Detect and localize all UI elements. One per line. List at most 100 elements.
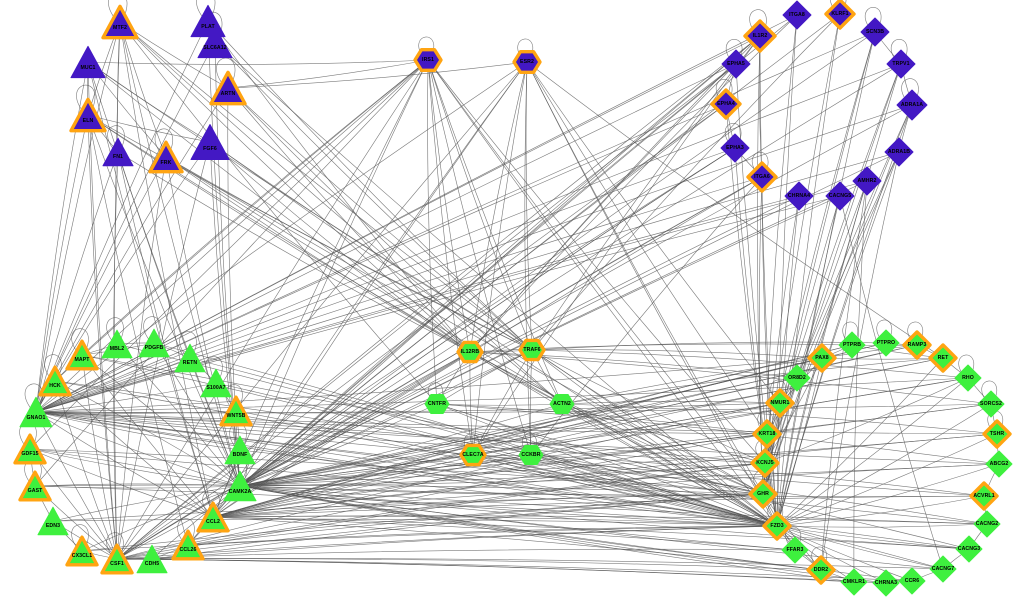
graph-edge	[469, 63, 737, 353]
graph-edge	[776, 525, 944, 570]
graph-self-loop	[842, 321, 858, 344]
graph-edge	[524, 61, 532, 456]
graph-edge	[212, 463, 1000, 518]
graph-edge	[531, 349, 969, 379]
graph-edge	[35, 87, 229, 413]
graph-edge	[561, 403, 778, 527]
graph-edge	[212, 433, 998, 518]
graph-edge	[116, 558, 913, 582]
graph-edge	[165, 156, 533, 351]
graph-edge	[35, 411, 241, 451]
graph-edge	[35, 103, 727, 413]
graph-edge	[776, 31, 876, 527]
graph-edge	[853, 180, 868, 583]
graph-edge	[87, 114, 211, 143]
graph-edge	[472, 35, 761, 456]
graph-edge	[212, 495, 985, 518]
graph-edge	[29, 448, 241, 487]
graph-self-loop	[427, 382, 443, 403]
graph-edge	[239, 195, 841, 487]
graph-edge	[54, 380, 214, 518]
graph-edge	[209, 141, 778, 527]
graph-edge	[472, 61, 528, 456]
graph-edge	[29, 448, 214, 518]
graph-edge	[531, 349, 823, 359]
graph-edge	[469, 351, 798, 379]
graph-edge	[764, 377, 969, 464]
graph-edge	[35, 411, 998, 435]
graph-edge	[239, 63, 737, 487]
graph-edge	[469, 351, 992, 405]
graph-edge	[239, 147, 736, 487]
graph-edge	[35, 411, 118, 560]
graph-edge	[116, 343, 778, 527]
graph-edge	[531, 349, 778, 527]
graph-edge	[116, 558, 887, 584]
graph-self-loop	[71, 328, 89, 354]
graph-edge	[87, 114, 118, 560]
graph-edge	[151, 525, 778, 560]
graph-edge	[116, 156, 167, 560]
graph-edge	[34, 485, 778, 527]
graph-edge	[427, 59, 471, 353]
graph-edge	[114, 21, 121, 560]
graph-edge	[35, 411, 766, 464]
graph-edge	[35, 403, 992, 414]
graph-edge	[35, 382, 217, 413]
graph-edge	[762, 151, 900, 495]
graph-edge	[239, 485, 944, 570]
graph-edge	[436, 403, 768, 435]
graph-self-loop	[106, 317, 124, 343]
graph-edge	[561, 403, 778, 527]
graph-edge	[561, 403, 766, 464]
graph-edge	[239, 31, 876, 487]
graph-edge	[212, 515, 988, 525]
graph-self-loop	[725, 38, 743, 63]
graph-edge	[734, 147, 778, 527]
graph-edge	[239, 103, 727, 487]
graph-edge	[239, 454, 474, 487]
graph-edge	[29, 448, 241, 487]
graph-edge	[561, 344, 918, 405]
graph-edge	[239, 485, 855, 583]
graph-edge	[34, 484, 764, 495]
graph-self-loop	[44, 354, 62, 380]
graph-edge	[29, 448, 764, 495]
graph-edge	[776, 523, 988, 528]
graph-edge	[207, 20, 471, 353]
graph-edge	[469, 61, 528, 353]
graph-self-loop	[202, 490, 220, 516]
graph-edge	[776, 525, 970, 550]
graph-edge	[235, 410, 778, 527]
graph-self-loop	[106, 532, 124, 558]
graph-edge	[87, 59, 429, 65]
graph-edge	[472, 454, 988, 525]
graph-edge	[116, 147, 736, 560]
graph-edge	[116, 63, 737, 560]
graph-self-loop	[225, 384, 243, 410]
graph-self-loop	[24, 383, 43, 411]
graph-self-loop	[830, 0, 847, 13]
graph-edge	[52, 485, 241, 522]
graph-edge	[87, 114, 471, 353]
graph-edge	[531, 35, 761, 351]
graph-self-loop	[751, 151, 769, 176]
graph-edge	[119, 21, 533, 351]
graph-edge	[764, 357, 823, 464]
graph-edge	[776, 525, 887, 584]
graph-edge	[35, 147, 736, 413]
graph-self-loop	[715, 78, 733, 103]
graph-edge	[526, 61, 781, 404]
graph-edge	[764, 151, 900, 464]
graph-edge	[87, 114, 189, 546]
graph-edge	[212, 516, 796, 551]
graph-edge	[239, 14, 798, 487]
graph-edge	[530, 454, 970, 550]
graph-edge	[119, 21, 471, 353]
graph-self-loop	[981, 380, 997, 403]
graph-edge	[54, 380, 241, 487]
graph-edge	[117, 151, 214, 518]
graph-edge	[227, 61, 528, 89]
